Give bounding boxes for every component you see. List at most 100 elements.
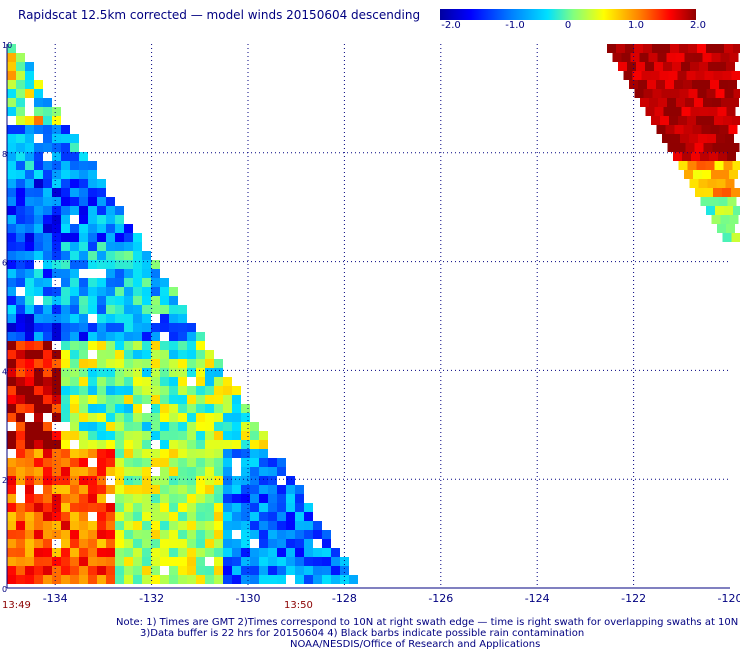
heatmap-cell	[70, 494, 79, 503]
heatmap-cell	[142, 251, 151, 260]
heatmap-cell	[196, 341, 205, 350]
heatmap-cell	[61, 377, 70, 386]
heatmap-cell	[97, 224, 106, 233]
heatmap-cell	[43, 494, 52, 503]
heatmap-cell	[115, 224, 124, 233]
heatmap-cell	[7, 332, 16, 341]
heatmap-cell	[61, 143, 70, 152]
heatmap-cell	[97, 521, 106, 530]
heatmap-cell	[7, 179, 16, 188]
heatmap-cell	[61, 404, 70, 413]
heatmap-cell	[205, 512, 214, 521]
heatmap-cell	[25, 350, 34, 359]
heatmap-cell	[79, 440, 88, 449]
heatmap-cell	[88, 539, 97, 548]
heatmap-cell	[52, 152, 61, 161]
heatmap-cell	[7, 503, 16, 512]
heatmap-cell	[79, 386, 88, 395]
heatmap-cell	[724, 206, 733, 215]
heatmap-cell	[52, 377, 61, 386]
heatmap-cell	[681, 62, 690, 71]
heatmap-cell	[214, 395, 223, 404]
heatmap-cell	[196, 386, 205, 395]
colorbar-label: 2.0	[690, 20, 706, 31]
heatmap-cell	[124, 251, 133, 260]
heatmap-cell	[97, 557, 106, 566]
heatmap-cell	[214, 431, 223, 440]
heatmap-cell	[169, 377, 178, 386]
colorbar-label: 1.0	[628, 20, 644, 31]
heatmap-cell	[115, 503, 124, 512]
heatmap-cell	[187, 386, 196, 395]
heatmap-cell	[286, 539, 295, 548]
heatmap-cell	[79, 341, 88, 350]
heatmap-cell	[142, 422, 151, 431]
heatmap-cell	[151, 305, 160, 314]
heatmap-cell	[674, 125, 684, 134]
heatmap-cell	[717, 107, 727, 116]
heatmap-cell	[259, 539, 268, 548]
heatmap-cell	[657, 53, 667, 62]
heatmap-cell	[25, 251, 34, 260]
heatmap-cell	[16, 332, 25, 341]
heatmap-cell	[70, 530, 79, 539]
heatmap-cell	[160, 575, 169, 584]
heatmap-cell	[625, 44, 634, 53]
heatmap-cell	[214, 368, 223, 377]
heatmap-cell	[232, 386, 241, 395]
heatmap-cell	[70, 170, 79, 179]
heatmap-cell	[16, 377, 25, 386]
heatmap-cell	[61, 251, 70, 260]
heatmap-cell	[70, 332, 79, 341]
heatmap-cell	[133, 260, 142, 269]
heatmap-cell	[52, 188, 61, 197]
heatmap-cell	[70, 566, 79, 575]
heatmap-cell	[7, 548, 16, 557]
heatmap-cell	[703, 98, 712, 107]
heatmap-cell	[34, 224, 43, 233]
heatmap-cell	[178, 377, 187, 386]
heatmap-cell	[7, 62, 16, 71]
heatmap-cell	[187, 449, 196, 458]
heatmap-cell	[677, 71, 687, 80]
heatmap-cell	[25, 566, 34, 575]
heatmap-cell	[106, 548, 115, 557]
heatmap-cell	[79, 566, 88, 575]
heatmap-cell	[674, 80, 683, 89]
heatmap-cell	[61, 503, 70, 512]
heatmap-cell	[178, 566, 187, 575]
heatmap-cell	[694, 98, 703, 107]
heatmap-cell	[88, 485, 97, 494]
heatmap-cell	[34, 287, 43, 296]
heatmap-cell	[661, 89, 671, 98]
heatmap-cell	[70, 350, 79, 359]
heatmap-cell	[187, 332, 196, 341]
heatmap-cell	[187, 503, 196, 512]
heatmap-cell	[142, 260, 151, 269]
heatmap-cell	[612, 53, 622, 62]
heatmap-cell	[34, 80, 43, 89]
heatmap-cell	[133, 377, 142, 386]
heatmap-cell	[277, 548, 286, 557]
heatmap-cell	[16, 89, 25, 98]
heatmap-cell	[250, 494, 259, 503]
heatmap-cell	[142, 341, 151, 350]
heatmap-cell	[7, 152, 16, 161]
heatmap-cell	[7, 350, 16, 359]
heatmap-cell	[178, 404, 187, 413]
heatmap-cell	[178, 449, 187, 458]
heatmap-cell	[205, 377, 214, 386]
heatmap-cell	[232, 422, 241, 431]
heatmap-cell	[160, 413, 169, 422]
heatmap-cell	[241, 539, 250, 548]
heatmap-cell	[250, 467, 259, 476]
x-tick-label: -124	[525, 592, 550, 605]
heatmap-cell	[133, 575, 142, 584]
heatmap-cell	[169, 503, 178, 512]
heatmap-cell	[133, 323, 142, 332]
heatmap-cell	[286, 548, 295, 557]
heatmap-cell	[654, 107, 664, 116]
heatmap-cell	[52, 323, 61, 332]
heatmap-cell	[295, 566, 304, 575]
heatmap-cell	[133, 350, 142, 359]
